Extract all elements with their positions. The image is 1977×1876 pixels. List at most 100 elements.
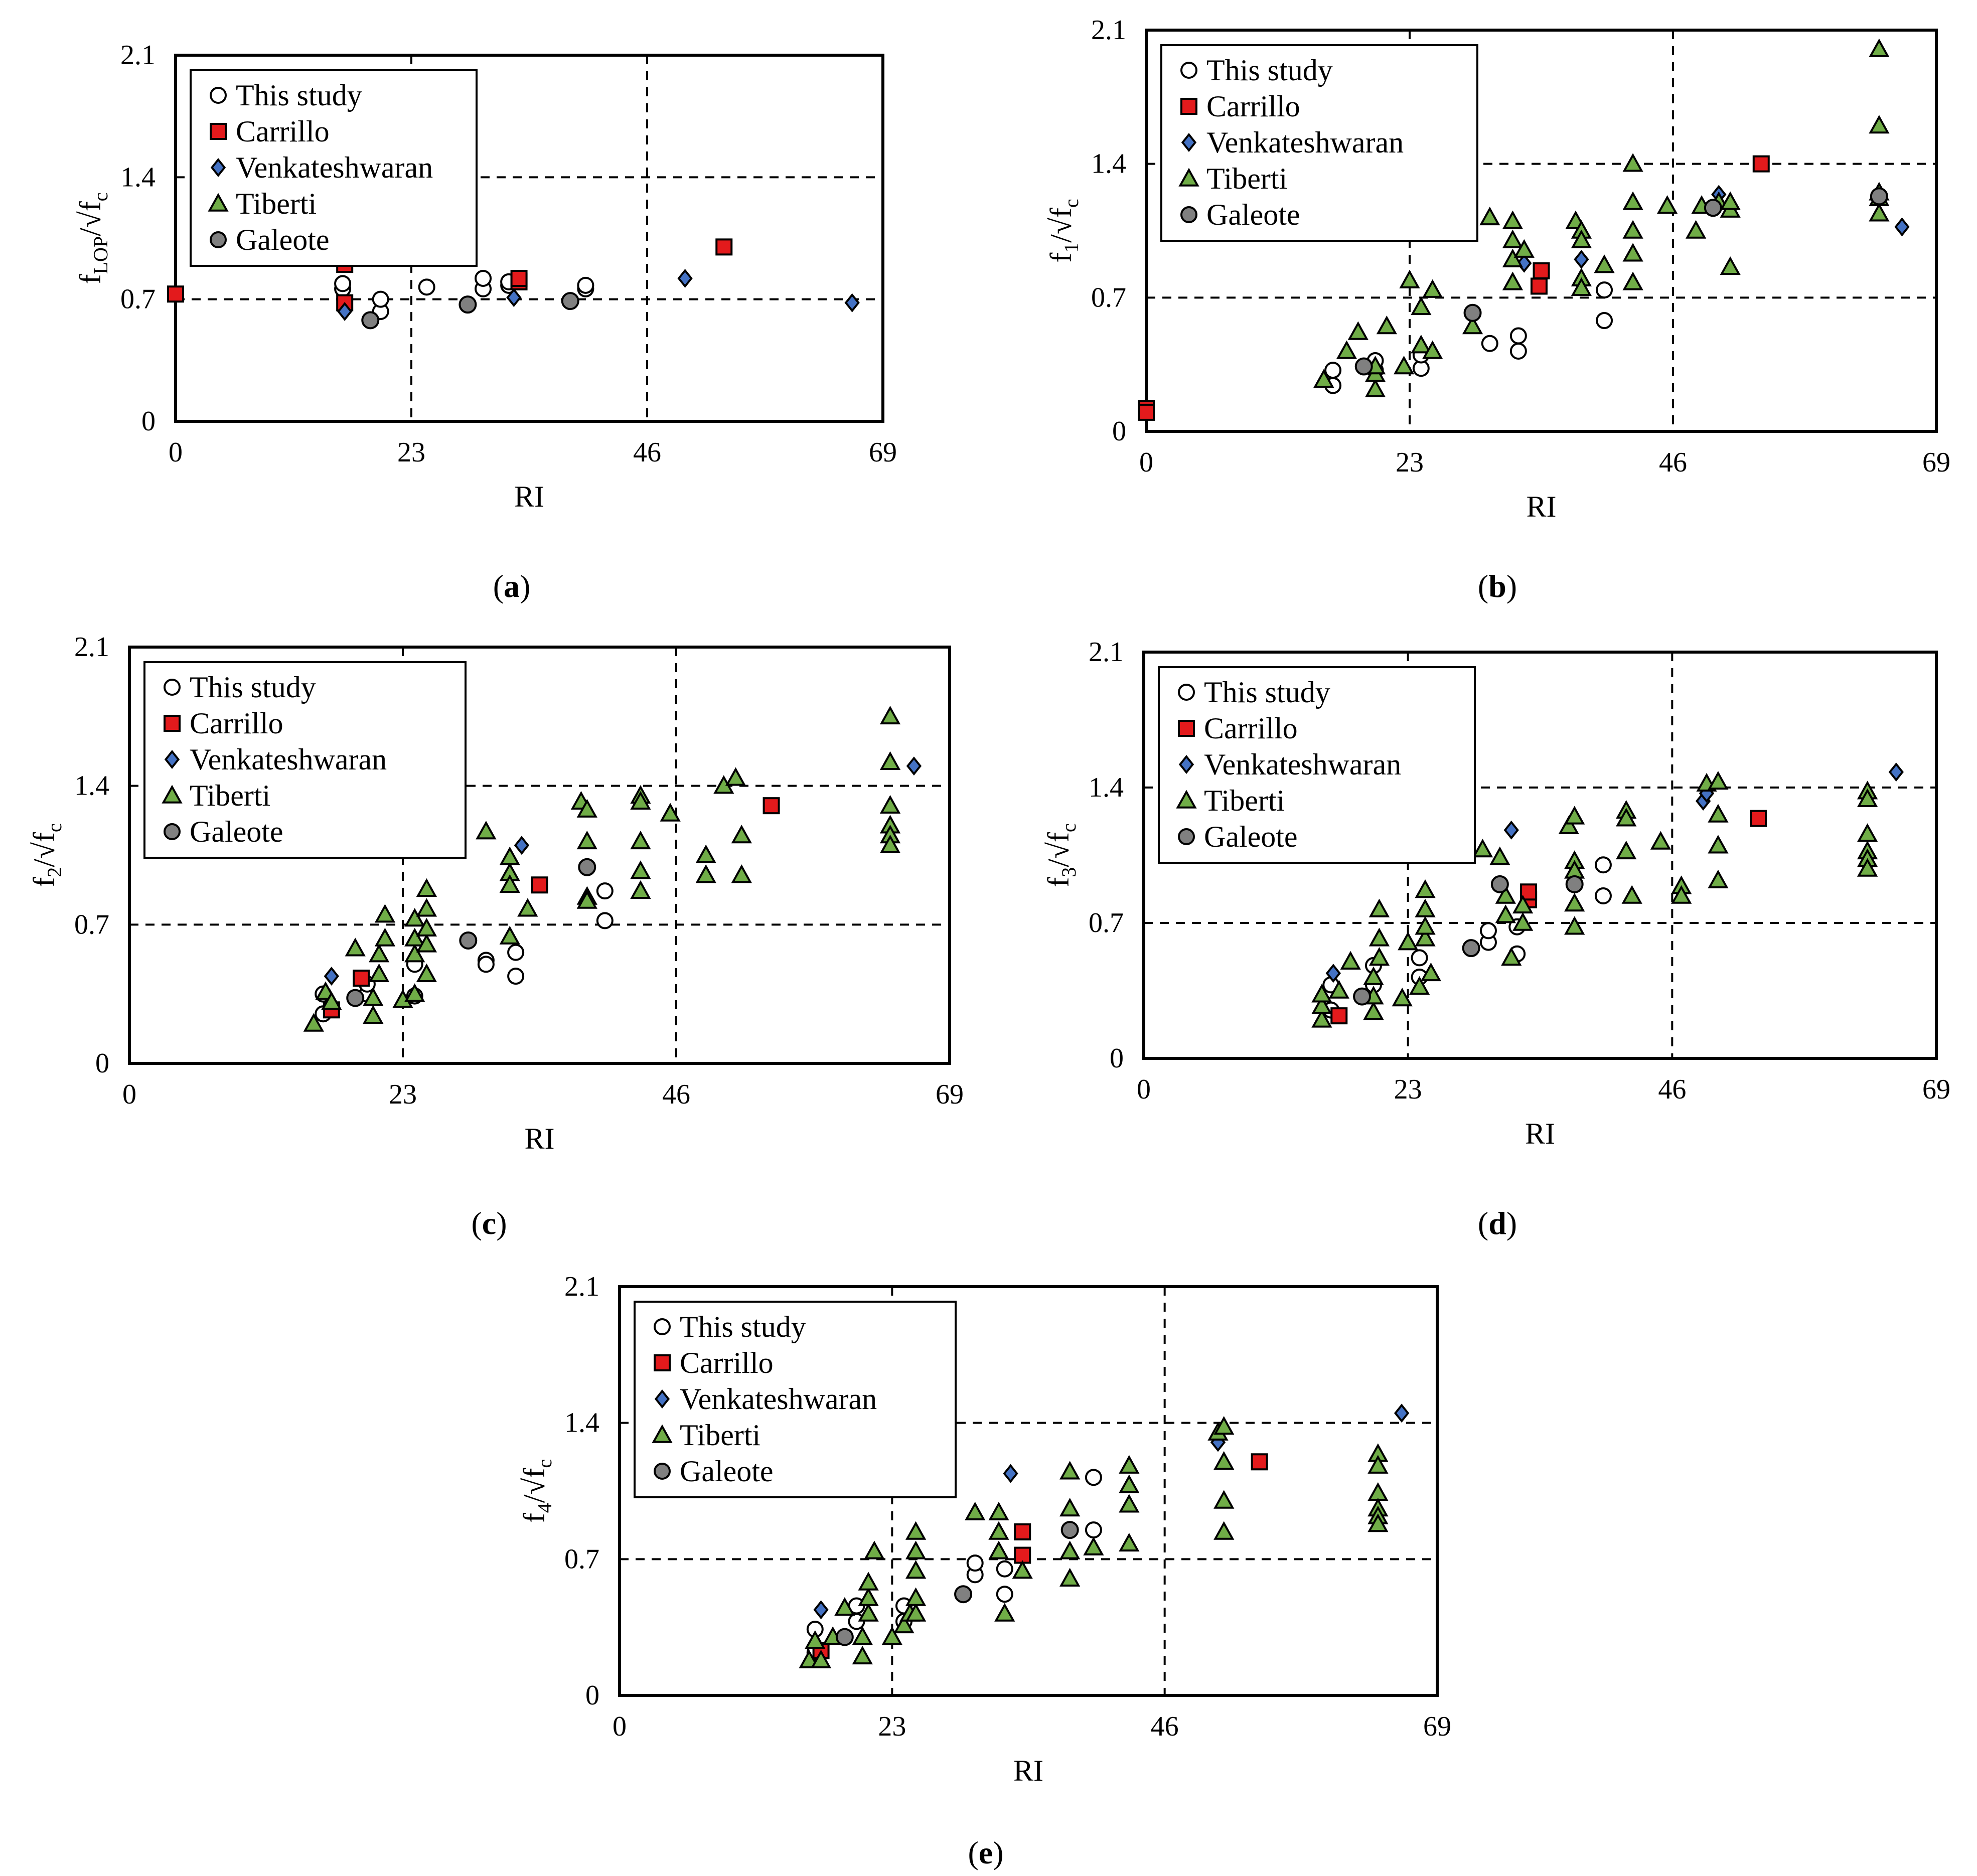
data-point-venkateshwaran [1888,762,1904,782]
data-point-galeote [954,1585,973,1604]
legend-label: This study [190,671,316,704]
data-point-tiberti [576,830,597,850]
y-tick-label: 0.7 [564,1543,599,1575]
x-axis-label: RI [1013,1754,1043,1787]
y-tick-label: 2.1 [1091,15,1126,46]
legend-marker-carrillo [210,123,227,140]
data-point-tiberti [416,917,437,937]
data-point-venkateshwaran [813,1600,829,1620]
data-point-carrillo [510,269,528,287]
data-point-tiberti [695,844,716,863]
data-point-tiberti [345,937,366,957]
data-point-carrillo [715,238,733,256]
data-point-tiberti [1479,206,1500,226]
data-point-tiberti [1462,316,1483,335]
data-point-venkateshwaran [1574,250,1589,269]
data-point-tiberti [1059,1568,1081,1587]
data-point-tiberti [1119,1455,1140,1474]
legend: This studyCarrilloVenkateshwaranTibertiG… [143,661,467,859]
data-point-tiberti [1376,316,1397,335]
y-tick-label: 0.7 [74,909,109,940]
data-point-tiberti [852,1646,873,1665]
x-tick-label: 46 [633,437,661,468]
data-point-tiberti [1398,931,1419,951]
legend-box [634,1301,957,1498]
legend-marker-galeote [1180,206,1197,223]
data-point-tiberti [1720,256,1741,275]
panel-caption: (e) [968,1835,1003,1870]
data-point-tiberti [1119,1474,1140,1493]
data-point-tiberti [1393,356,1415,375]
data-point-tiberti [1502,210,1524,229]
data-point-venkateshwaran [1003,1464,1018,1483]
data-point-tiberti [1708,771,1729,790]
data-point-tiberti [1708,869,1729,888]
x-tick-label: 69 [1922,447,1950,478]
data-point-tiberti [905,1540,927,1559]
data-point-this-study [996,1586,1013,1603]
data-point-tiberti [1409,976,1430,995]
data-point-this-study [1085,1521,1102,1539]
legend-marker-tiberti [1176,790,1197,809]
data-point-this-study [1324,362,1342,379]
data-point-this-study [507,968,525,985]
x-tick-label: 23 [397,437,425,468]
data-point-tiberti [1311,1009,1332,1028]
legend-marker-this-study [1178,684,1195,701]
data-point-tiberti [988,1540,1009,1559]
data-point-tiberti [368,963,390,982]
data-point-this-study [577,276,594,294]
legend-label: Galeote [1206,198,1300,231]
x-axis-label: RI [1525,1117,1555,1150]
y-tick-label: 1.4 [74,770,109,802]
data-point-tiberti [810,1649,832,1668]
panel-caption: (d) [1478,1205,1517,1241]
data-point-venkateshwaran [324,967,339,986]
x-tick-label: 23 [1394,1074,1422,1105]
legend: This studyCarrilloVenkateshwaranTibertiG… [1160,44,1478,242]
data-point-this-study [1411,949,1428,967]
data-point-this-study [418,278,435,296]
data-point-tiberti [1083,1536,1104,1555]
data-point-tiberti [1622,191,1643,210]
legend-marker-galeote [164,823,181,840]
data-point-tiberti [303,1013,324,1032]
data-point-tiberti [1415,916,1436,935]
data-point-tiberti [416,933,437,953]
data-point-carrillo [1330,1007,1348,1025]
data-point-tiberti [1422,340,1443,359]
x-tick-label: 0 [122,1079,136,1110]
data-point-tiberti [1622,153,1643,172]
data-point-tiberti [879,751,901,770]
y-tick-label: 0 [95,1048,109,1079]
data-point-tiberti [1213,1521,1235,1540]
panel-d: 0 23 46 69 0 0.7 1.4 2.1 RI f3/√fc This studyCarri… [1042,637,1950,1241]
data-point-tiberti [1415,898,1436,917]
data-point-tiberti [695,864,716,883]
data-point-venkateshwaran [506,288,522,307]
data-point-tiberti [630,791,651,810]
data-point-this-study [477,956,495,973]
data-point-venkateshwaran [1394,1403,1410,1423]
legend-marker-tiberti [208,193,229,212]
data-point-tiberti [988,1521,1009,1540]
legend: This studyCarrilloVenkateshwaranTibertiG… [634,1301,957,1498]
data-point-tiberti [1367,1513,1389,1532]
data-point-tiberti [1213,1451,1235,1470]
data-point-tiberti [1869,203,1890,222]
data-point-tiberti [374,904,396,923]
data-point-tiberti [1616,840,1637,860]
data-point-tiberti [630,860,651,879]
data-point-tiberti [1411,335,1432,354]
legend-label: Carrillo [236,115,330,148]
legend-marker-this-study [1180,62,1197,79]
data-point-tiberti [517,898,538,917]
legend-label: Tiberti [1206,162,1287,195]
legend-label: Venkateshwaran [1206,126,1404,159]
legend-marker-carrillo [1180,98,1197,115]
data-point-tiberti [881,1626,902,1645]
data-point-tiberti [879,705,901,725]
data-point-tiberti [1650,831,1671,850]
data-point-tiberti [1869,115,1890,134]
data-point-this-study [1085,1469,1102,1486]
